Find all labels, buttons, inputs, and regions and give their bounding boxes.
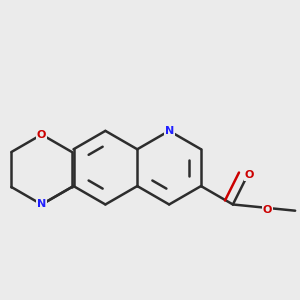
Text: O: O <box>37 130 46 140</box>
Text: N: N <box>37 200 46 209</box>
Text: O: O <box>263 205 272 214</box>
Text: O: O <box>244 170 254 180</box>
Text: N: N <box>164 126 174 136</box>
